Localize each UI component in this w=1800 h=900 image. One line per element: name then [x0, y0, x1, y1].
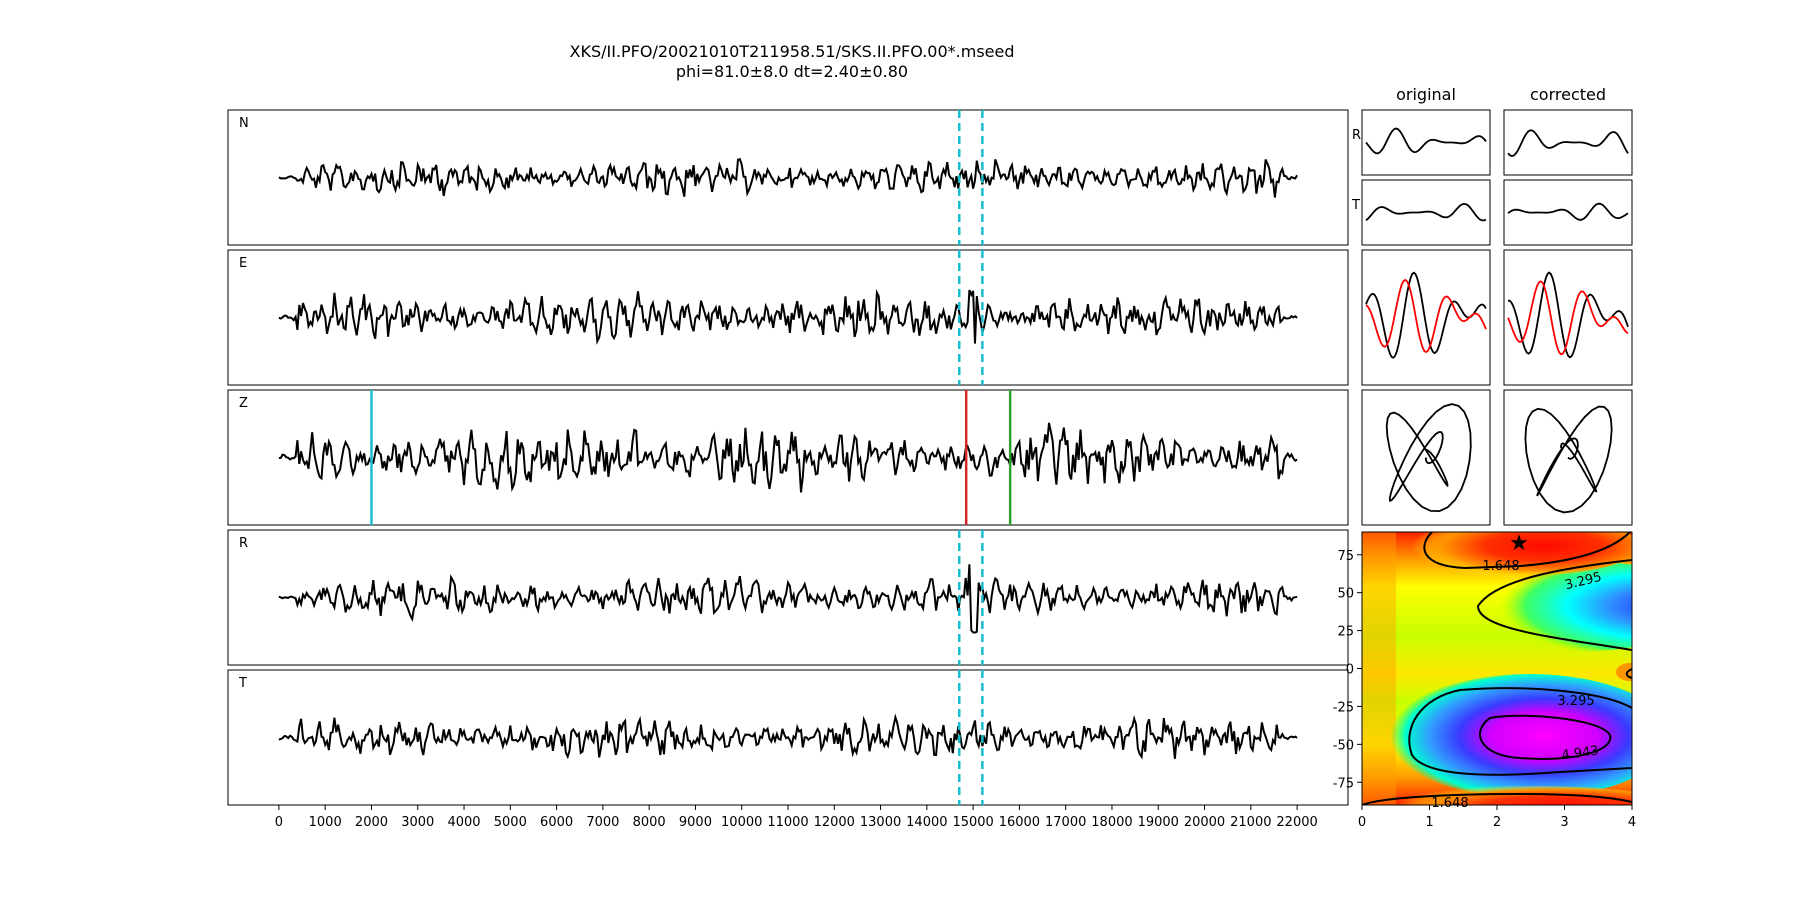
x-tick-label: 7000 [586, 815, 619, 830]
column-title-original: original [1396, 85, 1456, 104]
window-panel-frame [1503, 389, 1633, 526]
x-tick-label: 9000 [679, 815, 712, 830]
row-label-r: R [1352, 128, 1361, 143]
error-surface-heatmap: 1.648 3.295 3.295 4.943 1.648 0 1 2 3 475502… [1333, 531, 1636, 830]
panel-frame-e [227, 249, 1349, 386]
heat-x-tick-label: 0 [1358, 815, 1366, 830]
window-trace-red [1507, 280, 1629, 356]
heatmap-low-blob-lower [1390, 674, 1632, 798]
best-fit-star-icon: ★ [1509, 531, 1529, 556]
contour-4943 [1479, 714, 1612, 760]
x-tick-label: 6000 [540, 815, 573, 830]
x-tick-label: 0 [275, 815, 283, 830]
x-tick-label: 22000 [1276, 815, 1317, 830]
heat-x-tick-label: 4 [1628, 815, 1636, 830]
heat-y-tick-label: -50 [1333, 738, 1354, 753]
waveform-trace-z [278, 422, 1298, 493]
waveform-trace-t [278, 713, 1298, 760]
panel-label-z: Z [239, 396, 248, 411]
waveform-panels: N E Z R T 0 1000 2000 3000 4000 5000 6000 7000 8000 90… [227, 109, 1349, 830]
x-tick-label: 2000 [355, 815, 388, 830]
heatmap-low-blob-upper [1430, 560, 1632, 652]
column-title-corrected: corrected [1530, 85, 1606, 104]
panel-frame-z [227, 389, 1349, 526]
x-tick-label: 16000 [999, 815, 1040, 830]
heat-x-tick-label: 2 [1493, 815, 1501, 830]
contour-label-3295-lower: 3.295 [1557, 694, 1594, 709]
panel-label-e: E [239, 256, 247, 271]
window-trace-red [1365, 278, 1487, 354]
window-panel-frame [1503, 179, 1633, 246]
figure-subtitle: phi=81.0±8.0 dt=2.40±0.80 [676, 62, 908, 81]
contour-3295-upper [1476, 559, 1632, 651]
heatmap-high-blob-top [1400, 532, 1632, 576]
x-tick-label: 11000 [767, 815, 808, 830]
x-tick-label: 4000 [447, 815, 480, 830]
x-tick-label: 1000 [309, 815, 342, 830]
x-tick-label: 15000 [952, 815, 993, 830]
contour-3295-lower [1408, 687, 1632, 776]
window-trace [1365, 127, 1487, 155]
window-panel-frame [1361, 249, 1491, 386]
heatmap-high-blob-bottom [1380, 786, 1632, 805]
window-comparison-panels: original corrected R T [1351, 85, 1633, 526]
window-trace-black [1365, 271, 1487, 359]
panel-frame-r [227, 529, 1349, 666]
particle-motion-trace [1524, 405, 1613, 514]
panel-label-n: N [239, 116, 249, 131]
x-tick-label: 8000 [633, 815, 666, 830]
window-panel-frame [1503, 109, 1633, 176]
x-tick-label: 3000 [401, 815, 434, 830]
x-tick-label: 20000 [1184, 815, 1225, 830]
window-panel-frame [1361, 109, 1491, 176]
heat-y-tick-label: 50 [1337, 587, 1354, 602]
x-tick-label: 10000 [721, 815, 762, 830]
window-trace [1507, 202, 1629, 221]
window-panel-frame [1361, 179, 1491, 246]
x-tick-label: 19000 [1138, 815, 1179, 830]
contour-label-4943: 4.943 [1561, 743, 1600, 763]
panel-label-t: T [238, 676, 247, 691]
heat-y-tick-label: 25 [1337, 625, 1354, 640]
panel-label-r: R [239, 536, 248, 551]
heat-y-tick-label: 0 [1346, 663, 1354, 678]
window-trace [1365, 202, 1487, 222]
contour-label-1648-top: 1.648 [1482, 559, 1519, 574]
x-tick-label: 18000 [1091, 815, 1132, 830]
contour-label-1648-bottom: 1.648 [1431, 796, 1468, 811]
row-label-t: T [1351, 198, 1360, 213]
heatmap-left-band [1362, 532, 1396, 805]
window-trace [1507, 129, 1629, 158]
heat-y-tick-label: -75 [1333, 776, 1354, 791]
x-tick-label: 21000 [1230, 815, 1271, 830]
contour-1648-top [1423, 532, 1631, 570]
particle-motion-trace [1385, 403, 1472, 513]
heat-x-tick-label: 3 [1560, 815, 1568, 830]
x-tick-label: 12000 [814, 815, 855, 830]
x-tick-label: 14000 [906, 815, 947, 830]
waveform-trace-n [278, 157, 1298, 198]
figure-title: XKS/II.PFO/20021010T211958.51/SKS.II.PFO… [570, 42, 1015, 61]
x-tick-label: 13000 [860, 815, 901, 830]
window-trace-black [1507, 271, 1629, 359]
window-panel-frame [1503, 249, 1633, 386]
contour-1648-bottom [1362, 792, 1632, 805]
waveform-trace-e [278, 288, 1298, 345]
heatmap-axes: 0 1 2 3 4 75 50 25 0 -25 -50 -75 [1333, 549, 1636, 830]
x-tick-label: 17000 [1045, 815, 1086, 830]
heat-y-tick-label: -25 [1333, 700, 1354, 715]
heat-y-tick-label: 75 [1337, 549, 1354, 564]
heat-x-tick-label: 1 [1425, 815, 1433, 830]
x-tick-label: 5000 [494, 815, 527, 830]
panel-frame-n [227, 109, 1349, 246]
waveform-trace-r [278, 564, 1298, 634]
window-panel-frame [1361, 389, 1491, 526]
contour-small-right [1625, 668, 1632, 679]
